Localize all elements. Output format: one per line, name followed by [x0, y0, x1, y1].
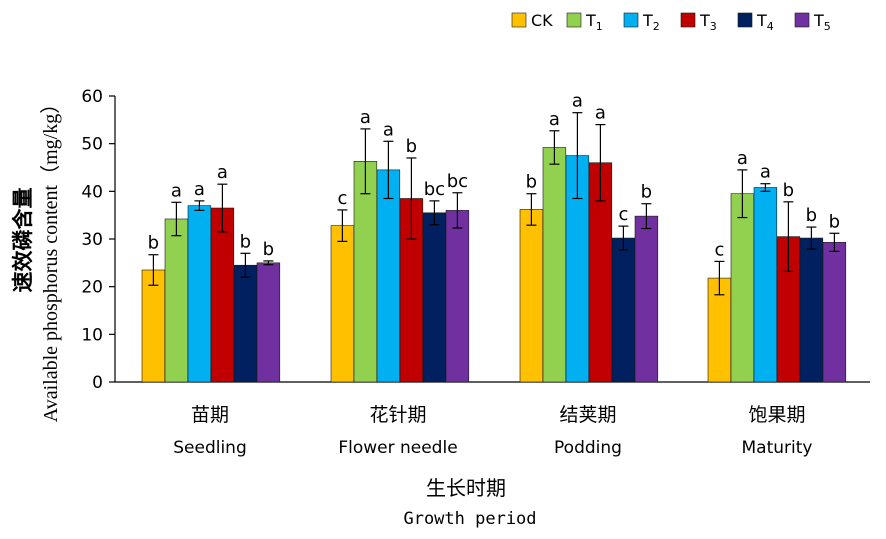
bar	[730, 193, 755, 383]
significance-label: b	[526, 172, 537, 193]
significance-label: bc	[424, 179, 445, 200]
bar	[445, 210, 470, 383]
x-axis-title-en: Growth period	[403, 509, 536, 529]
significance-label: a	[194, 179, 205, 200]
bar	[187, 205, 212, 383]
bar	[141, 269, 166, 383]
y-tick-label: 50	[81, 135, 103, 155]
legend-label: CK	[531, 11, 553, 30]
legend: CK T1 T2 T3 T4 T5	[511, 11, 831, 33]
y-tick-label: 60	[81, 87, 103, 107]
bar	[611, 237, 636, 383]
legend-item: T3	[680, 11, 717, 33]
significance-label: b	[641, 182, 652, 203]
bar	[542, 147, 567, 383]
y-tick-label: 30	[81, 230, 103, 250]
error-bars-group	[148, 112, 840, 296]
significance-label: bc	[447, 171, 468, 192]
significance-label: b	[783, 180, 794, 201]
y-axis-label-en: Available phosphorus content（mg/kg）	[39, 94, 62, 422]
significance-label: b	[263, 239, 274, 260]
significance-label: b	[806, 205, 817, 226]
bar	[233, 264, 258, 383]
y-axis: 0 10 20 30 40 50 60	[81, 87, 116, 393]
significance-label: a	[217, 162, 228, 183]
legend-swatch	[623, 12, 639, 28]
legend-item: T5	[794, 11, 831, 33]
bar	[799, 237, 824, 383]
y-tick-label: 40	[81, 182, 103, 202]
y-tick-label: 20	[81, 278, 103, 298]
significance-label: b	[148, 233, 159, 254]
legend-label: T2	[642, 11, 660, 33]
x-tick-label-en: Flower needle	[338, 438, 457, 458]
significance-label: b	[240, 231, 251, 252]
legend-item: CK	[511, 11, 553, 30]
significance-label: a	[171, 180, 182, 201]
y-tick-label: 10	[81, 325, 103, 345]
y-tick-label: 0	[92, 373, 103, 393]
significance-label: c	[337, 188, 347, 209]
bar	[164, 218, 189, 383]
bar	[822, 242, 847, 383]
x-tick-label-cn: 饱果期	[748, 404, 805, 426]
legend-label: T4	[756, 11, 774, 33]
legend-label: T1	[585, 11, 603, 33]
significance-label: a	[572, 91, 583, 112]
legend-swatch	[794, 12, 810, 28]
x-tick-label-cn: 苗期	[191, 404, 229, 426]
legend-swatch	[511, 12, 527, 28]
bars-group	[141, 147, 847, 383]
bar	[353, 161, 378, 383]
significance-label: b	[406, 136, 417, 157]
bar	[330, 225, 355, 383]
significance-label: a	[595, 103, 606, 124]
bar	[210, 207, 235, 383]
significance-label: a	[737, 148, 748, 169]
significance-label: c	[618, 204, 628, 225]
bar	[634, 215, 659, 383]
significance-label: a	[383, 119, 394, 140]
significance-label: c	[714, 239, 724, 260]
legend-label: T3	[699, 11, 717, 33]
legend-swatch	[737, 12, 753, 28]
significance-label: b	[829, 211, 840, 232]
significance-label: a	[360, 107, 371, 128]
bar	[422, 212, 447, 383]
legend-item: T2	[623, 11, 660, 33]
x-tick-label-cn: 结荚期	[559, 404, 616, 426]
x-axis-title-cn: 生长时期	[426, 476, 506, 500]
bar	[753, 187, 778, 383]
legend-swatch	[566, 12, 582, 28]
x-axis: 苗期 Seedling 花针期 Flower needle 结荚期 Podding 饱果期 M…	[115, 381, 870, 458]
bar	[519, 209, 544, 383]
bar	[376, 169, 401, 383]
legend-item: T4	[737, 11, 774, 33]
legend-swatch	[680, 12, 696, 28]
y-axis-label-cn: 速效磷含量	[11, 188, 35, 293]
bar	[256, 262, 281, 383]
x-tick-label-en: Podding	[554, 438, 622, 458]
x-tick-label-en: Maturity	[742, 438, 813, 458]
x-tick-label-cn: 花针期	[369, 404, 426, 426]
significance-label: a	[549, 109, 560, 130]
significance-label: a	[760, 162, 771, 183]
legend-item: T1	[566, 11, 603, 33]
legend-label: T5	[813, 11, 831, 33]
x-tick-label-en: Seedling	[173, 438, 247, 458]
